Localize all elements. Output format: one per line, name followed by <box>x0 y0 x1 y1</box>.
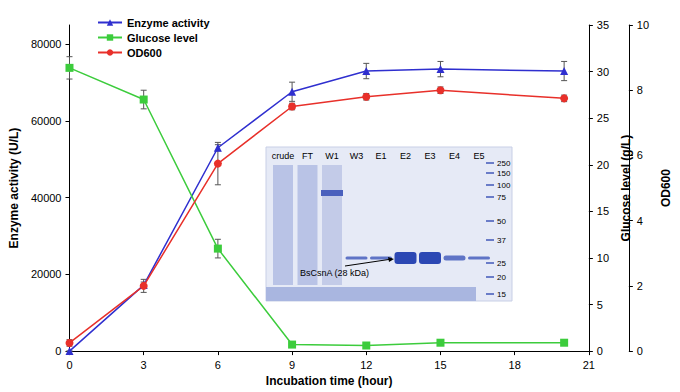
svg-text:21: 21 <box>583 359 595 371</box>
svg-text:BsCsnA (28 kDa): BsCsnA (28 kDa) <box>300 268 369 278</box>
svg-text:40000: 40000 <box>31 192 62 204</box>
svg-text:Enzyme activity: Enzyme activity <box>127 17 210 29</box>
svg-text:E1: E1 <box>375 151 386 161</box>
svg-text:25: 25 <box>597 112 609 124</box>
svg-text:2: 2 <box>637 280 643 292</box>
svg-text:W1: W1 <box>325 151 339 161</box>
svg-text:E3: E3 <box>424 151 435 161</box>
svg-text:20: 20 <box>497 273 506 282</box>
svg-text:12: 12 <box>360 359 372 371</box>
svg-text:25: 25 <box>497 259 506 268</box>
svg-text:E5: E5 <box>473 151 484 161</box>
svg-text:9: 9 <box>289 359 295 371</box>
svg-text:8: 8 <box>637 84 643 96</box>
svg-text:5: 5 <box>597 299 603 311</box>
svg-text:FT: FT <box>302 151 313 161</box>
svg-text:0: 0 <box>66 359 72 371</box>
svg-text:75: 75 <box>497 193 506 202</box>
svg-text:E4: E4 <box>449 151 460 161</box>
svg-text:250: 250 <box>497 159 511 168</box>
svg-text:150: 150 <box>497 169 511 178</box>
svg-text:3: 3 <box>141 359 147 371</box>
svg-text:Enzyme activity (U/L): Enzyme activity (U/L) <box>7 128 21 249</box>
svg-text:10: 10 <box>637 19 649 31</box>
svg-text:10: 10 <box>597 252 609 264</box>
svg-text:50: 50 <box>497 217 506 226</box>
svg-text:37: 37 <box>497 236 506 245</box>
svg-text:15: 15 <box>497 290 506 299</box>
svg-text:100: 100 <box>497 181 511 190</box>
svg-text:20: 20 <box>597 159 609 171</box>
svg-text:E2: E2 <box>400 151 411 161</box>
svg-text:OD600: OD600 <box>659 169 673 207</box>
svg-text:15: 15 <box>597 205 609 217</box>
svg-text:20000: 20000 <box>31 268 62 280</box>
svg-text:OD600: OD600 <box>127 47 162 59</box>
svg-text:crude: crude <box>272 151 295 161</box>
svg-text:Glucose level (g/L): Glucose level (g/L) <box>619 135 633 242</box>
svg-text:Incubation time (hour): Incubation time (hour) <box>266 374 393 388</box>
svg-text:0: 0 <box>597 345 603 357</box>
svg-text:W3: W3 <box>350 151 364 161</box>
svg-text:6: 6 <box>637 149 643 161</box>
svg-text:18: 18 <box>509 359 521 371</box>
svg-text:0: 0 <box>637 345 643 357</box>
svg-text:6: 6 <box>215 359 221 371</box>
svg-text:Glucose level: Glucose level <box>127 32 198 44</box>
svg-text:35: 35 <box>597 19 609 31</box>
svg-text:15: 15 <box>434 359 446 371</box>
svg-text:80000: 80000 <box>31 38 62 50</box>
svg-text:60000: 60000 <box>31 115 62 127</box>
svg-text:0: 0 <box>55 345 61 357</box>
svg-text:30: 30 <box>597 66 609 78</box>
svg-text:4: 4 <box>637 215 643 227</box>
